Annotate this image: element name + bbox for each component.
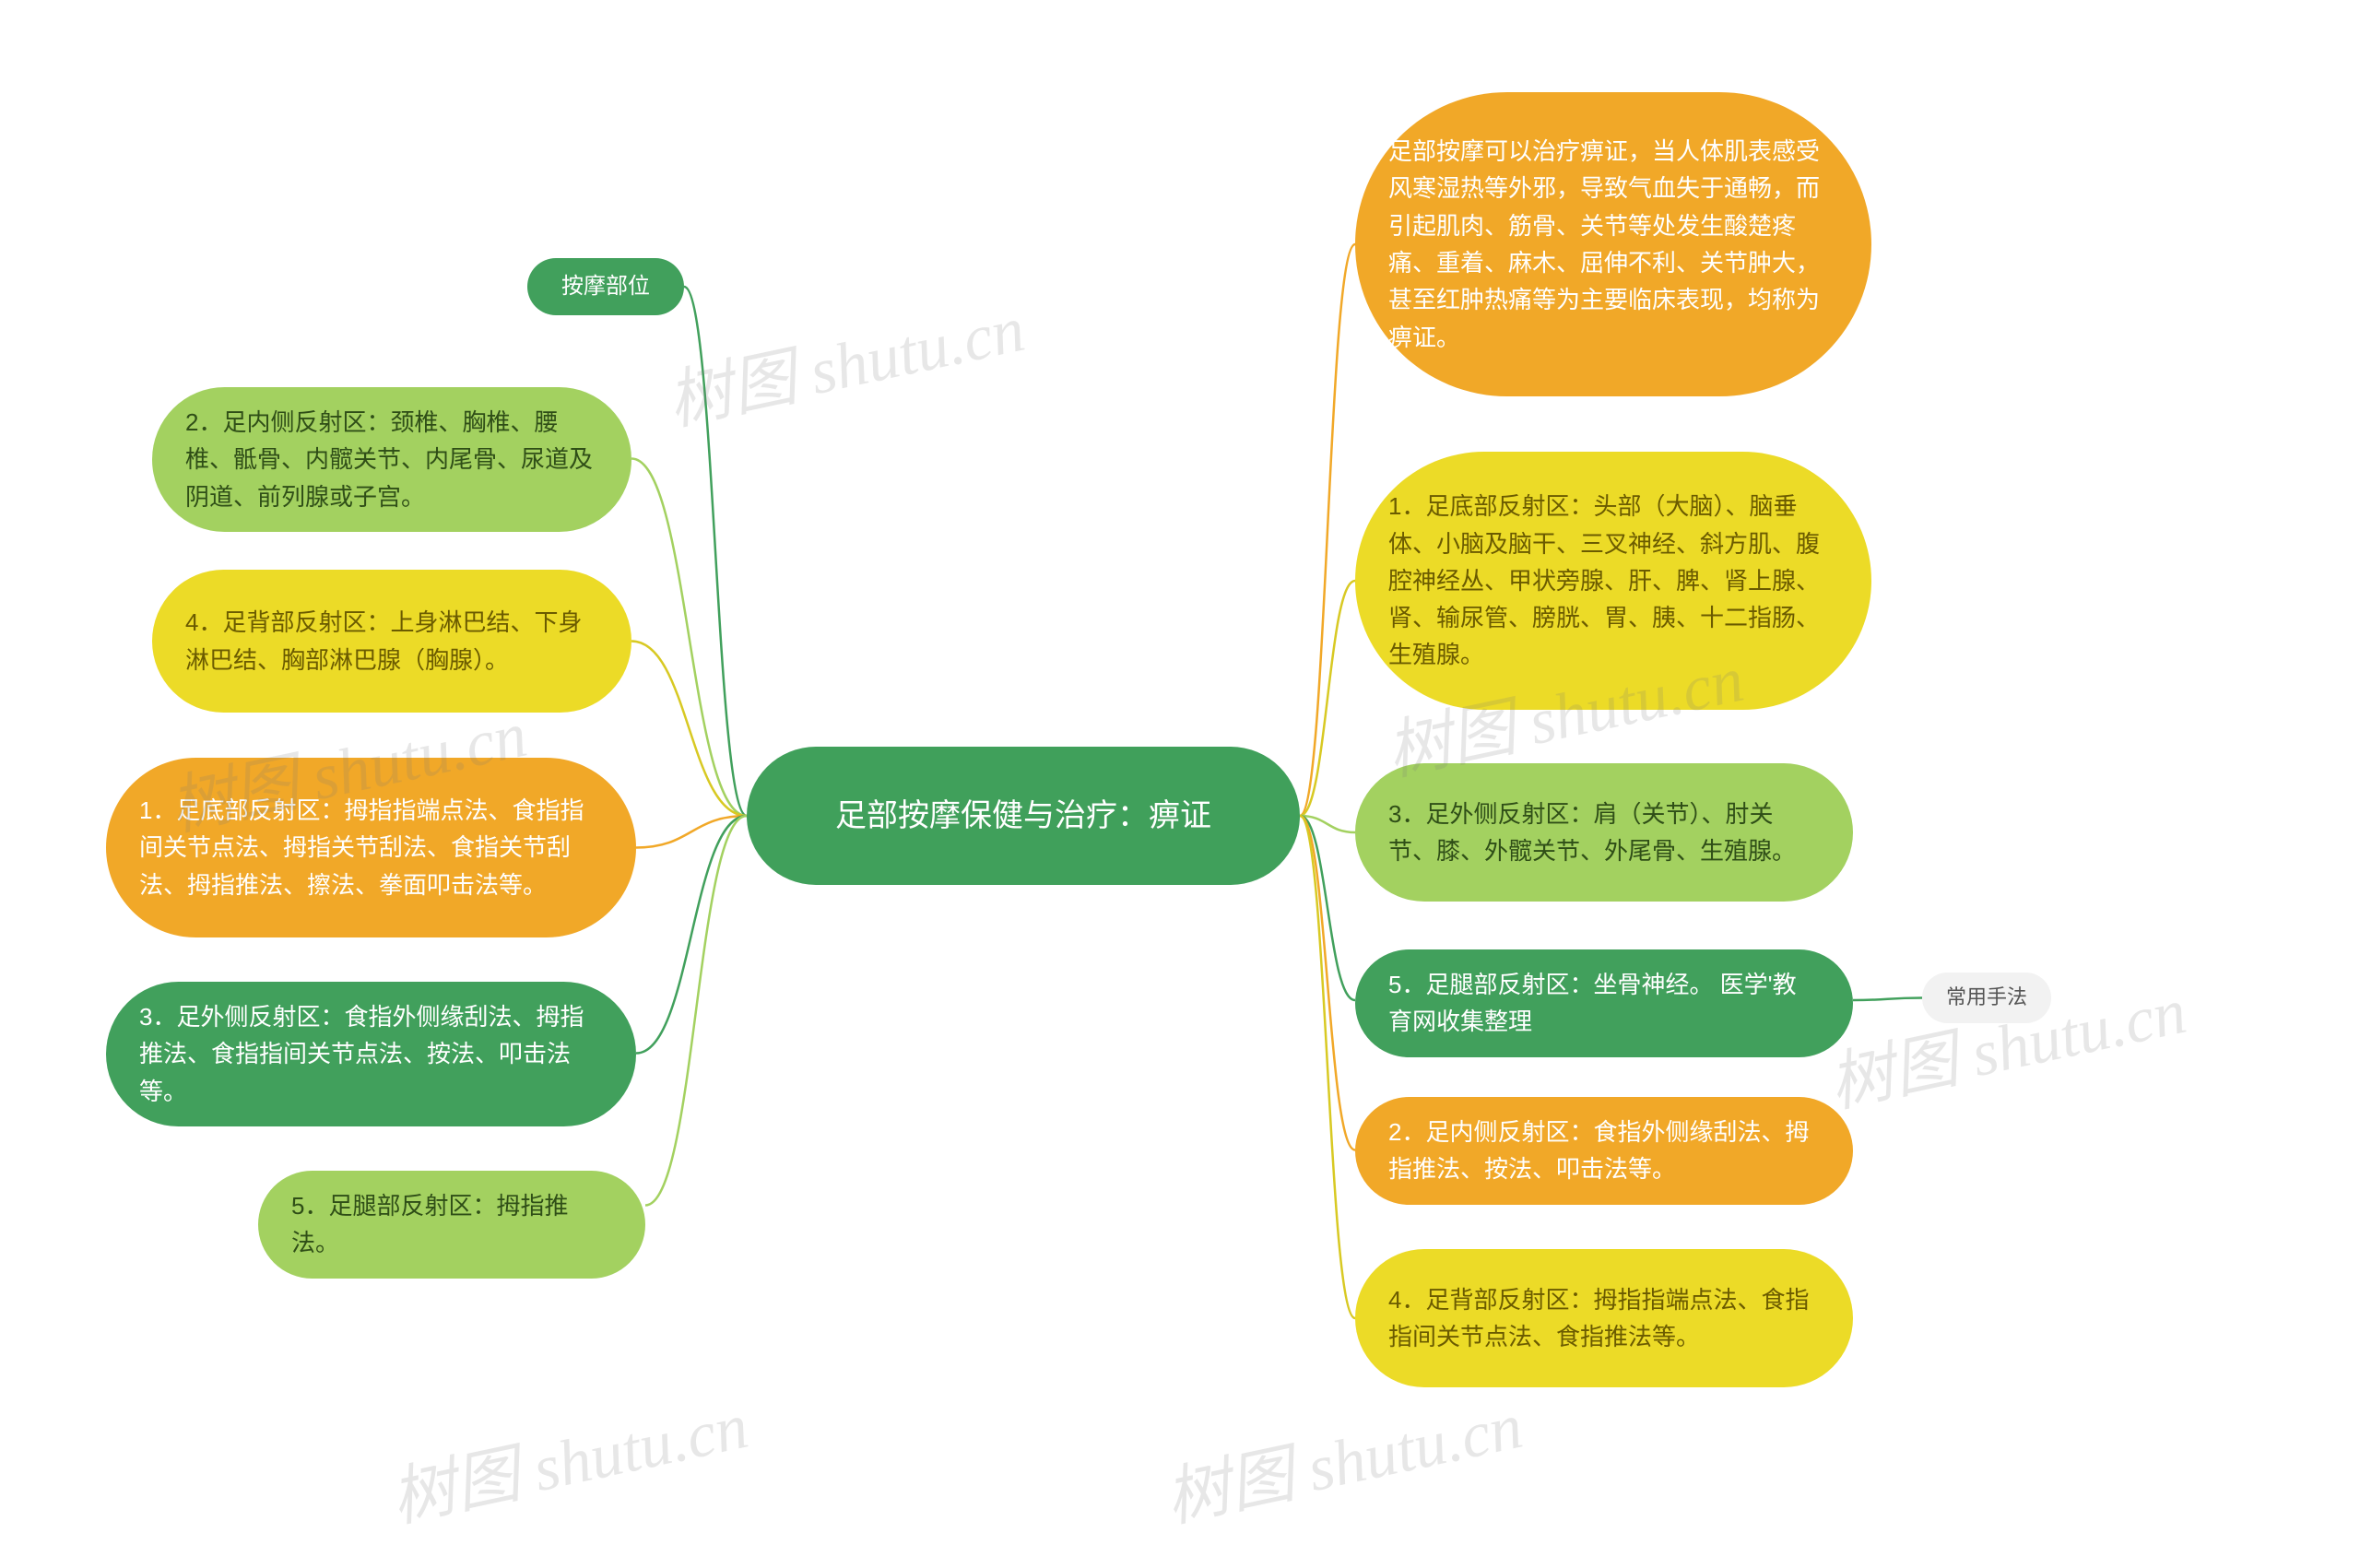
- node-label: 4．足背部反射区：上身淋巴结、下身淋巴结、胸部淋巴腺（胸腺）。: [185, 604, 598, 678]
- node-n_r_intro[interactable]: 足部按摩可以治疗痹证，当人体肌表感受风寒湿热等外邪，导致气血失于通畅，而引起肌肉…: [1355, 92, 1871, 396]
- node-label: 5．足腿部反射区：拇指推法。: [291, 1187, 612, 1262]
- edge: [1300, 816, 1355, 832]
- edge: [1300, 816, 1355, 1000]
- node-label: 1．足底部反射区：头部（大脑）、脑垂体、小脑及脑干、三叉神经、斜方肌、腹腔神经丛…: [1388, 488, 1838, 673]
- edge: [1300, 581, 1355, 816]
- edge: [636, 816, 747, 848]
- node-n_r2[interactable]: 2．足内侧反射区：食指外侧缘刮法、拇指推法、按法、叩击法等。: [1355, 1097, 1853, 1205]
- node-n_r3[interactable]: 3．足外侧反射区：肩（关节）、肘关节、膝、外髋关节、外尾骨、生殖腺。: [1355, 763, 1853, 902]
- node-n_r5[interactable]: 5．足腿部反射区：坐骨神经。 医学'教育网收集整理: [1355, 949, 1853, 1057]
- node-label: 足部按摩可以治疗痹证，当人体肌表感受风寒湿热等外邪，导致气血失于通畅，而引起肌肉…: [1388, 133, 1838, 356]
- edge: [1300, 244, 1355, 816]
- node-n_method[interactable]: 常用手法: [1922, 973, 2051, 1023]
- edge: [1853, 998, 1922, 1001]
- node-label: 2．足内侧反射区：食指外侧缘刮法、拇指推法、按法、叩击法等。: [1388, 1114, 1820, 1188]
- node-label: 足部按摩保健与治疗：痹证: [835, 792, 1211, 841]
- watermark: 树图 shutu.cn: [658, 277, 1032, 442]
- node-n_l3[interactable]: 3．足外侧反射区：食指外侧缘刮法、拇指推法、食指指间关节点法、按法、叩击法等。: [106, 982, 636, 1126]
- watermark: 树图 shutu.cn: [1156, 1373, 1529, 1539]
- node-label: 3．足外侧反射区：肩（关节）、肘关节、膝、外髋关节、外尾骨、生殖腺。: [1388, 796, 1820, 870]
- node-label: 1．足底部反射区：拇指指端点法、食指指间关节点法、拇指关节刮法、食指关节刮法、拇…: [139, 792, 603, 903]
- node-label: 4．足背部反射区：拇指指端点法、食指指间关节点法、食指推法等。: [1388, 1281, 1820, 1356]
- node-label: 常用手法: [1946, 982, 2027, 1013]
- node-n_l5[interactable]: 5．足腿部反射区：拇指推法。: [258, 1171, 645, 1279]
- node-n_l4[interactable]: 4．足背部反射区：上身淋巴结、下身淋巴结、胸部淋巴腺（胸腺）。: [152, 570, 631, 713]
- node-n_massage_part[interactable]: 按摩部位: [527, 258, 684, 315]
- edge: [1300, 816, 1355, 1150]
- node-label: 5．足腿部反射区：坐骨神经。 医学'教育网收集整理: [1388, 966, 1820, 1041]
- node-n_r4[interactable]: 4．足背部反射区：拇指指端点法、食指指间关节点法、食指推法等。: [1355, 1249, 1853, 1387]
- edge: [636, 816, 747, 1054]
- node-label: 3．足外侧反射区：食指外侧缘刮法、拇指推法、食指指间关节点法、按法、叩击法等。: [139, 998, 603, 1110]
- edge: [631, 642, 747, 817]
- mindmap-canvas: 足部按摩保健与治疗：痹证 按摩部位 2．足内侧反射区：颈椎、胸椎、腰椎、骶骨、内髋关…: [0, 0, 2360, 1568]
- node-n_l1[interactable]: 1．足底部反射区：拇指指端点法、食指指间关节点法、拇指关节刮法、食指关节刮法、拇…: [106, 758, 636, 937]
- node-n_l2[interactable]: 2．足内侧反射区：颈椎、胸椎、腰椎、骶骨、内髋关节、内尾骨、尿道及阴道、前列腺或…: [152, 387, 631, 532]
- edge: [631, 459, 747, 817]
- watermark: 树图 shutu.cn: [382, 1373, 755, 1539]
- edge: [645, 816, 747, 1206]
- node-label: 按摩部位: [561, 269, 650, 303]
- node-root[interactable]: 足部按摩保健与治疗：痹证: [747, 747, 1300, 885]
- edge: [1300, 816, 1355, 1318]
- edge: [684, 287, 747, 816]
- node-label: 2．足内侧反射区：颈椎、胸椎、腰椎、骶骨、内髋关节、内尾骨、尿道及阴道、前列腺或…: [185, 404, 598, 515]
- node-n_r1[interactable]: 1．足底部反射区：头部（大脑）、脑垂体、小脑及脑干、三叉神经、斜方肌、腹腔神经丛…: [1355, 452, 1871, 710]
